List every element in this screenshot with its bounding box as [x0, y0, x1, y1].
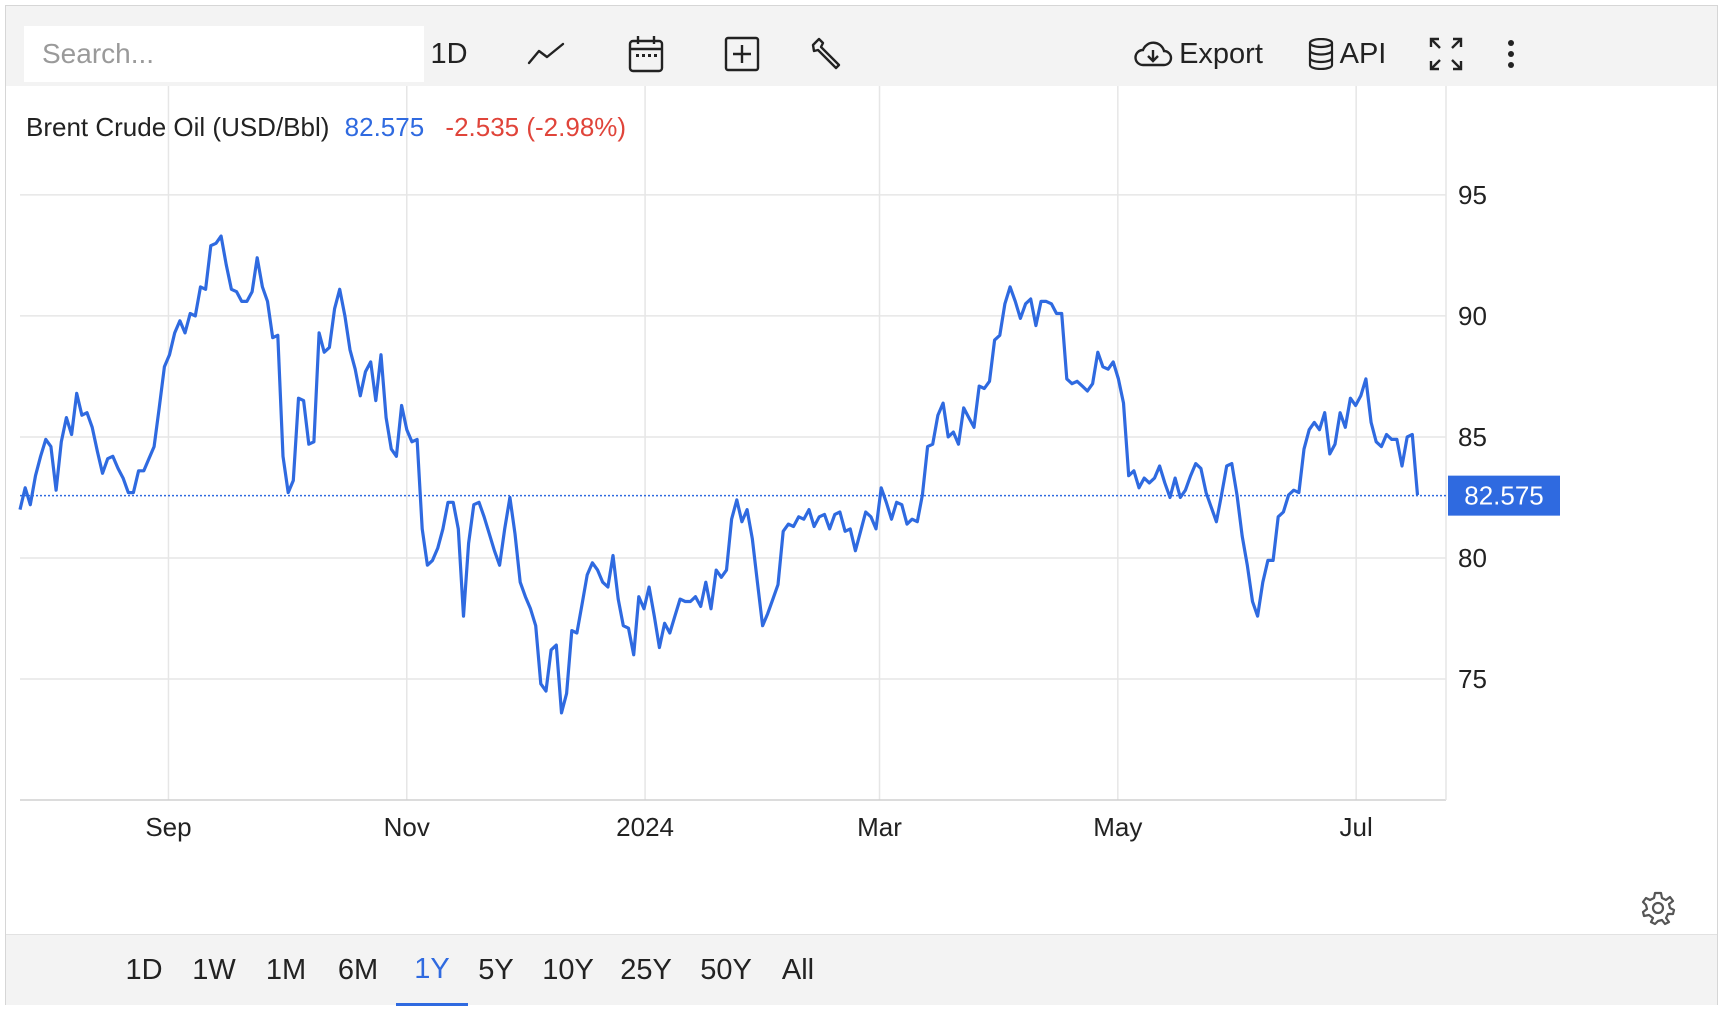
legend-instrument: Brent Crude Oil (USD/Bbl) [26, 112, 329, 142]
wrench-icon[interactable] [804, 26, 848, 82]
chart-canvas: 75 80 85 90 95 Sep Nov 2024 Mar May Jul 82.575 Br… [18, 86, 1560, 842]
x-tick-label: Mar [857, 812, 902, 842]
last-value-tag: 82.575 [1448, 475, 1560, 516]
range-button-5y[interactable]: 5Y [478, 953, 514, 986]
x-tick-label: Nov [384, 812, 430, 842]
chart-toolbar: 1D Export API [6, 6, 1717, 86]
database-icon [1308, 38, 1334, 70]
legend-change: -2.535 (-2.98%) [445, 112, 626, 142]
range-button-6m[interactable]: 6M [337, 953, 379, 986]
range-button-all[interactable]: All [781, 953, 815, 986]
add-box-icon[interactable] [720, 26, 764, 82]
y-axis-tick-labels: 75 80 85 90 95 [1458, 180, 1487, 694]
export-label: Export [1179, 37, 1263, 70]
range-selector: 1D 1W 1M 6M 1Y 5Y 10Y 25Y 50Y All [6, 934, 1717, 1006]
interval-button[interactable]: 1D [430, 37, 468, 70]
x-tick-label: Sep [145, 812, 191, 842]
x-tick-label: 2024 [616, 812, 674, 842]
range-button-10y[interactable]: 10Y [542, 953, 594, 986]
chart-legend: Brent Crude Oil (USD/Bbl) 82.575 -2.535 … [26, 112, 626, 142]
y-tick-label: 75 [1458, 664, 1487, 694]
export-button[interactable]: Export [1132, 26, 1264, 82]
y-tick-label: 80 [1458, 543, 1487, 573]
api-button[interactable]: API [1302, 26, 1392, 82]
legend-price: 82.575 [345, 112, 425, 142]
y-tick-label: 95 [1458, 180, 1487, 210]
range-button-1m[interactable]: 1M [265, 953, 307, 986]
range-button-1w[interactable]: 1W [192, 953, 236, 986]
fullscreen-icon[interactable] [1424, 26, 1468, 82]
x-tick-label: Jul [1340, 812, 1373, 842]
search-input[interactable] [24, 26, 424, 82]
more-vert-icon[interactable] [1496, 26, 1526, 82]
range-button-1y[interactable]: 1Y [396, 935, 468, 1006]
x-tick-label: May [1093, 812, 1142, 842]
last-value-label: 82.575 [1464, 481, 1544, 511]
line-chart-icon[interactable] [524, 26, 568, 82]
y-tick-label: 85 [1458, 422, 1487, 452]
calendar-icon[interactable] [624, 26, 668, 82]
range-button-50y[interactable]: 50Y [700, 953, 752, 986]
y-tick-label: 90 [1458, 301, 1487, 331]
chart-widget-frame [5, 5, 1718, 1005]
settings-gear-icon[interactable] [1640, 890, 1676, 926]
horizontal-gridlines [20, 194, 1446, 680]
range-button-25y[interactable]: 25Y [620, 953, 672, 986]
range-button-1d[interactable]: 1D [125, 953, 163, 986]
series-line-brent [18, 234, 1420, 715]
cloud-download-icon [1133, 40, 1173, 68]
x-axis-tick-labels: Sep Nov 2024 Mar May Jul [145, 812, 1372, 842]
api-label: API [1339, 37, 1387, 70]
vertical-gridlines [167, 86, 1357, 800]
